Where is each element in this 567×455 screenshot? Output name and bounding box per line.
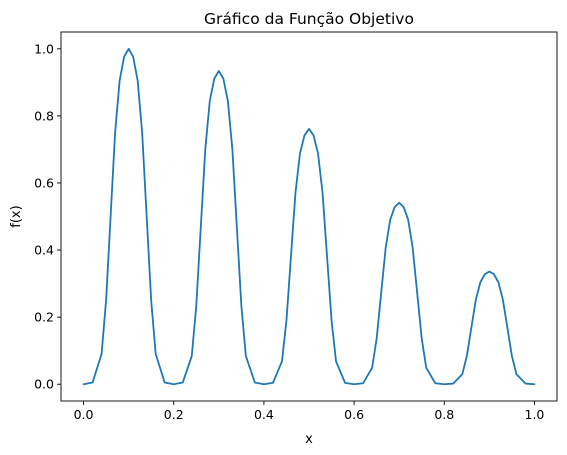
- x-tick-label: 0.2: [164, 407, 184, 422]
- axes-frame: [60, 31, 558, 402]
- x-tick-label: 1.0: [525, 407, 545, 422]
- x-tick-label: 0.6: [344, 407, 364, 422]
- x-tick-label: 0.4: [254, 407, 274, 422]
- y-tick-label: 0.8: [34, 108, 54, 123]
- x-axis: 0.0 0.2 0.4 0.6 0.8 1.0: [74, 401, 545, 422]
- y-axis: 0.0 0.2 0.4 0.6 0.8 1.0: [34, 41, 61, 392]
- y-tick-label: 0.6: [34, 175, 54, 190]
- y-tick-label: 1.0: [34, 41, 54, 56]
- x-tick-label: 0.0: [74, 407, 94, 422]
- y-tick-label: 0.0: [34, 377, 54, 392]
- y-tick-label: 0.2: [34, 310, 54, 325]
- plot-area: [60, 31, 558, 402]
- y-tick-label: 0.4: [34, 243, 54, 258]
- y-axis-label: f(x): [9, 205, 24, 227]
- series-line-0: [82, 47, 536, 386]
- x-tick-label: 0.8: [434, 407, 454, 422]
- chart-title: Gráfico da Função Objetivo: [204, 10, 414, 28]
- x-axis-label: x: [305, 432, 313, 447]
